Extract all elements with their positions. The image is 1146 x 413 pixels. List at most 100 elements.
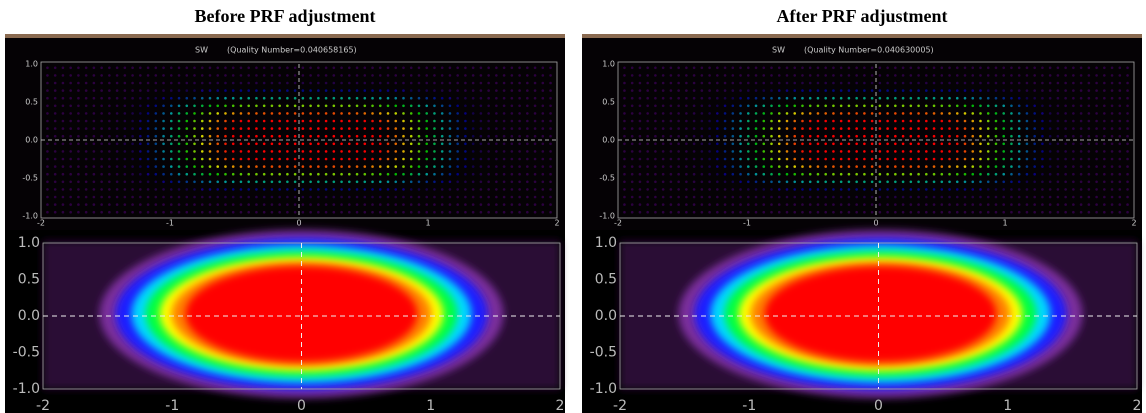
scatter-dot	[692, 66, 696, 70]
scatter-dot	[824, 165, 827, 168]
scatter-dot	[309, 127, 312, 130]
scatter-dot	[440, 104, 444, 108]
scatter-dot	[1079, 150, 1083, 153]
scatter-dot	[716, 74, 719, 77]
scatter-dot	[216, 150, 220, 153]
scatter-dot	[456, 203, 459, 206]
scatter-dot	[1048, 112, 1052, 115]
scatter-dot	[378, 195, 382, 199]
scatter-dot	[433, 66, 436, 70]
scatter-dot	[123, 203, 127, 206]
scatter-dot	[518, 150, 521, 153]
scatter-dot	[661, 89, 665, 92]
scatter-dot	[986, 134, 990, 138]
scatter-dot	[816, 172, 820, 176]
scatter-dot	[193, 188, 196, 191]
scatter-dot	[955, 104, 959, 108]
scatter-dot	[816, 74, 820, 77]
scatter-dot	[746, 74, 750, 77]
scatter-dot	[793, 104, 797, 108]
scatter-dot	[801, 89, 804, 92]
scatter-dot	[123, 127, 127, 130]
scatter-dot	[1010, 142, 1013, 146]
scatter-dot	[208, 150, 212, 153]
scatter-dot	[549, 119, 552, 123]
scatter-dot	[847, 172, 851, 176]
scatter-dot	[309, 74, 312, 77]
scatter-dot	[146, 81, 150, 85]
scatter-dot	[440, 203, 444, 206]
scatter-dot	[1048, 172, 1052, 176]
scatter-dot	[824, 66, 827, 70]
scatter-dot	[1110, 150, 1114, 153]
scatter-dot	[371, 119, 374, 123]
scatter-dot	[708, 172, 711, 176]
scatter-dot	[526, 172, 529, 176]
scatter-dot	[448, 119, 452, 123]
scatter-dot	[216, 74, 220, 77]
scatter-dot	[1010, 96, 1013, 100]
scatter-dot	[979, 210, 982, 214]
scatter-dot	[754, 134, 758, 138]
scatter-dot	[886, 210, 889, 214]
scatter-dot	[979, 81, 982, 85]
scatter-dot	[409, 112, 413, 115]
scatter-dot	[440, 66, 444, 70]
scatter-dot	[433, 81, 436, 85]
scatter-dot	[777, 188, 781, 191]
scatter-dot	[777, 66, 781, 70]
scatter-dot	[863, 142, 866, 146]
scatter-dot	[162, 74, 165, 77]
scatter-dot	[177, 180, 181, 184]
scatter-dot	[317, 112, 320, 115]
scatter-dot	[433, 89, 436, 92]
scatter-dot	[549, 74, 552, 77]
scatter-dot	[115, 119, 119, 123]
scatter-dot	[630, 96, 634, 100]
scatter-dot	[46, 119, 49, 123]
scatter-dot	[1103, 188, 1106, 191]
scatter-dot	[870, 142, 874, 146]
scatter-dot	[685, 134, 688, 138]
scatter-dot	[793, 134, 797, 138]
scatter-dot	[1110, 134, 1114, 138]
scatter-dot	[417, 203, 421, 206]
scatter-dot	[100, 96, 103, 100]
scatter-dot	[770, 172, 773, 176]
scatter-dot	[115, 112, 119, 115]
scatter-dot	[177, 150, 181, 153]
scatter-dot	[526, 210, 529, 214]
scatter-dot	[77, 180, 80, 184]
scatter-dot	[115, 180, 119, 184]
scatter-dot	[340, 150, 343, 153]
scatter-dot	[409, 195, 413, 199]
scatter-dot	[746, 180, 750, 184]
scatter-dot	[139, 74, 142, 77]
scatter-dot	[816, 188, 820, 191]
scatter-dot	[901, 142, 905, 146]
scatter-dot	[1087, 172, 1091, 176]
scatter-dot	[53, 134, 57, 138]
scatter-dot	[293, 165, 297, 168]
scatter-dot	[832, 195, 835, 199]
scatter-dot	[84, 66, 88, 70]
scatter-dot	[1064, 180, 1067, 184]
scatter-dot	[909, 172, 913, 176]
scatter-dot	[638, 165, 642, 168]
scatter-dot	[630, 81, 634, 85]
scatter-dot	[979, 119, 982, 123]
scatter-dot	[332, 210, 336, 214]
scatter-dot	[61, 104, 65, 108]
scatter-dot	[123, 172, 127, 176]
scatter-dot	[61, 89, 65, 92]
scatter-dot	[526, 112, 529, 115]
scatter-dot	[1087, 165, 1091, 168]
scatter-dot	[193, 127, 196, 130]
scatter-dot	[502, 165, 506, 168]
scatter-dot	[402, 66, 405, 70]
scatter-dot	[471, 188, 475, 191]
scatter-dot	[886, 134, 889, 138]
scatter-dot	[200, 150, 204, 153]
scatter-dot	[1095, 180, 1098, 184]
scatter-dot	[685, 180, 688, 184]
